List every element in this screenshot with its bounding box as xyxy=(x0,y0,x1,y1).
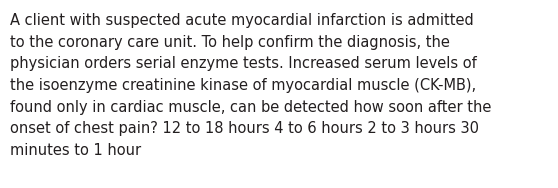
Text: A client with suspected acute myocardial infarction is admitted
to the coronary : A client with suspected acute myocardial… xyxy=(10,13,492,158)
